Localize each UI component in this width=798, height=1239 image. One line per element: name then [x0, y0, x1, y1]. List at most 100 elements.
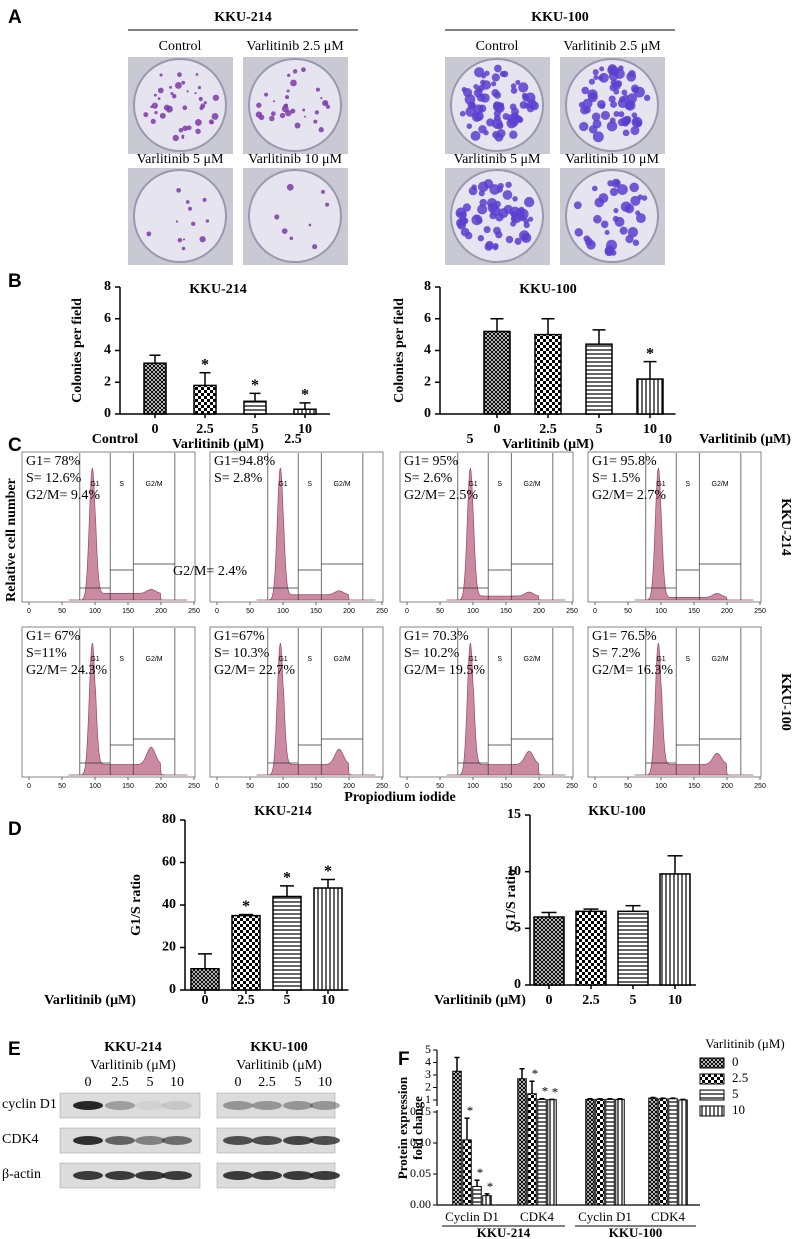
colony	[613, 179, 620, 186]
x-tick-label: 250	[376, 783, 388, 790]
colony	[490, 205, 501, 216]
colony	[493, 226, 501, 235]
colony	[498, 102, 505, 108]
axis-break	[431, 1106, 443, 1110]
colony	[194, 92, 197, 95]
dose-label: 10	[318, 1075, 332, 1090]
gate-label: S	[685, 656, 690, 663]
bar	[534, 333, 562, 415]
blot-band	[252, 1171, 282, 1180]
protein-label: β-actin	[2, 1167, 41, 1182]
bar	[517, 1078, 527, 1206]
blot-band	[105, 1171, 135, 1180]
significance-marker: *	[283, 870, 291, 887]
x-tick-label: 100	[467, 783, 479, 790]
colony	[211, 112, 219, 120]
x-axis-label: Varlitinib (μM)	[172, 437, 264, 452]
x-tick-label: 150	[688, 783, 700, 790]
colony	[151, 102, 158, 109]
phase-percentage: G1=67%	[214, 629, 265, 644]
group-title: KKU-100	[531, 10, 589, 25]
y-tick-label: 40	[162, 897, 176, 912]
colony	[476, 217, 483, 224]
bar	[658, 1098, 668, 1206]
y-tick-label: 8	[104, 279, 111, 294]
legend-label: 0	[732, 1054, 739, 1069]
x-tick-label: CDK4	[520, 1209, 554, 1224]
bar	[585, 1098, 595, 1206]
y-tick-label: 0	[104, 406, 111, 421]
colony	[285, 95, 290, 100]
colony	[524, 196, 535, 208]
x-tick-label: 200	[155, 783, 167, 790]
colony	[163, 104, 170, 111]
bar	[585, 343, 613, 415]
colony	[186, 90, 189, 93]
x-tick-label: 50	[436, 783, 444, 790]
panel-letter: E	[8, 1039, 21, 1060]
phase-percentage: S= 10.2%	[404, 646, 460, 661]
y-axis-label: fold change	[410, 1096, 425, 1160]
chart-title: KKU-214	[189, 282, 247, 297]
colony	[613, 88, 620, 95]
dose-label: 5	[295, 1075, 302, 1090]
x-tick-label: 0	[593, 783, 597, 790]
x-tick-label: 100	[655, 783, 667, 790]
colony	[620, 201, 632, 213]
column-header: Control	[92, 432, 139, 447]
dish	[133, 58, 227, 152]
colony	[510, 83, 517, 89]
blot-band	[162, 1101, 192, 1110]
bar	[615, 1098, 625, 1206]
x-tick-label: 5	[596, 422, 603, 437]
dish	[133, 169, 227, 263]
phase-percentage: G1= 78%	[26, 454, 81, 469]
x-tick-label: 50	[246, 783, 254, 790]
histogram	[68, 642, 188, 776]
y-tick-label: 0.10	[410, 1135, 431, 1149]
colony	[581, 86, 590, 95]
colony	[181, 246, 186, 251]
histogram	[256, 642, 376, 776]
gate-label: G2/M	[334, 481, 351, 488]
bar	[231, 914, 261, 991]
colony	[286, 89, 290, 93]
colony	[481, 80, 492, 90]
x-tick-label: 50	[58, 783, 66, 790]
significance-marker: *	[242, 898, 250, 915]
colony	[477, 204, 488, 215]
histogram-frame	[209, 451, 384, 603]
row-label: KKU-214	[778, 498, 793, 556]
y-tick-label: 6	[424, 311, 431, 326]
x-tick-label: 0	[215, 608, 219, 615]
legend-swatch	[699, 1073, 725, 1085]
bar	[648, 1097, 658, 1206]
dose-label: 2.5	[258, 1075, 276, 1090]
colony	[518, 82, 529, 93]
colony	[258, 114, 265, 121]
legend-swatch	[699, 1057, 725, 1069]
phase-percentage: G2/M= 22.7%	[214, 663, 295, 678]
colony	[510, 87, 518, 94]
bar	[595, 1098, 605, 1206]
x-tick-label: 100	[467, 608, 479, 615]
colony	[594, 197, 605, 208]
colony	[202, 197, 207, 202]
y-tick-label: 4	[425, 1054, 431, 1068]
x-axis-label: Varlitinib (μM)	[44, 993, 136, 1008]
colony	[617, 184, 628, 195]
chart-title: KKU-214	[254, 804, 312, 819]
x-tick-label: 200	[721, 608, 733, 615]
x-tick-label: 250	[566, 783, 578, 790]
colony	[178, 128, 184, 133]
histogram-frame	[209, 626, 384, 778]
colony	[210, 120, 214, 125]
x-tick-label: 250	[188, 783, 200, 790]
colony	[195, 128, 201, 135]
colony	[600, 220, 609, 229]
gate-label: G2/M	[334, 656, 351, 663]
legend-label: 2.5	[732, 1070, 748, 1085]
colony	[509, 103, 517, 111]
colony	[177, 72, 182, 77]
y-tick-label: 3	[425, 1067, 431, 1081]
